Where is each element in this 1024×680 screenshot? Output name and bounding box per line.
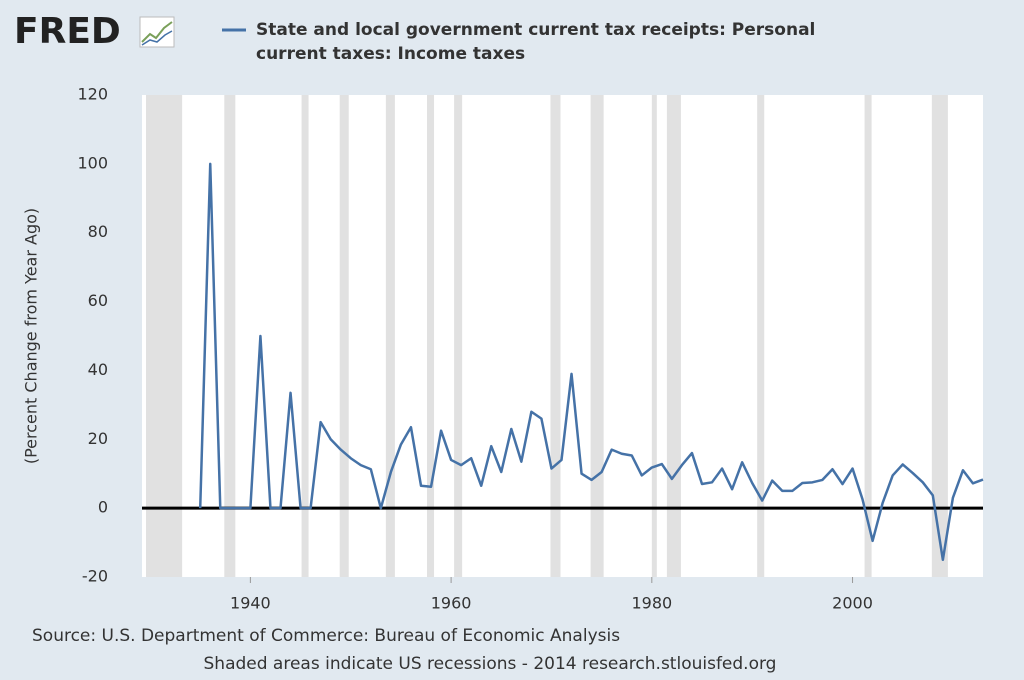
x-tick-label: 1960: [431, 594, 472, 613]
recession-band: [651, 95, 657, 577]
logo-icon: [139, 16, 175, 48]
y-tick-label: 20: [88, 429, 108, 448]
recession-band: [864, 95, 872, 577]
y-tick-label: 40: [88, 360, 108, 379]
recession-band: [339, 95, 349, 577]
y-tick-label: -20: [82, 567, 108, 586]
recession-band: [301, 95, 309, 577]
recession-band: [757, 95, 765, 577]
recession-band: [454, 95, 463, 577]
recession-band: [146, 95, 183, 577]
recession-band: [427, 95, 435, 577]
x-tick-label: 1980: [631, 594, 672, 613]
logo: FRED: [14, 11, 121, 52]
recession-band: [666, 95, 681, 577]
data-line: [198, 162, 984, 562]
x-tick-label: 2000: [832, 594, 873, 613]
legend-entry: State and local government current tax r…: [256, 20, 815, 64]
recession-band: [550, 95, 561, 577]
y-tick-label: 100: [77, 153, 108, 172]
source: Source: U.S. Department of Commerce: Bur…: [32, 626, 620, 646]
y-tick-label: 80: [88, 222, 108, 241]
note: Shaded areas indicate US recessions - 20…: [204, 654, 777, 674]
recession-band: [590, 95, 604, 577]
recession-band: [224, 95, 236, 577]
recession-band: [931, 95, 948, 577]
x-tick-label: 1940: [230, 594, 271, 613]
plot-area: [142, 95, 983, 577]
y-tick-label: 120: [77, 85, 108, 104]
y-axis-label: (Percent Change from Year Ago): [22, 208, 41, 464]
y-tick-label: 60: [88, 291, 108, 310]
y-tick-label: 0: [98, 498, 108, 517]
recession-band: [385, 95, 395, 577]
